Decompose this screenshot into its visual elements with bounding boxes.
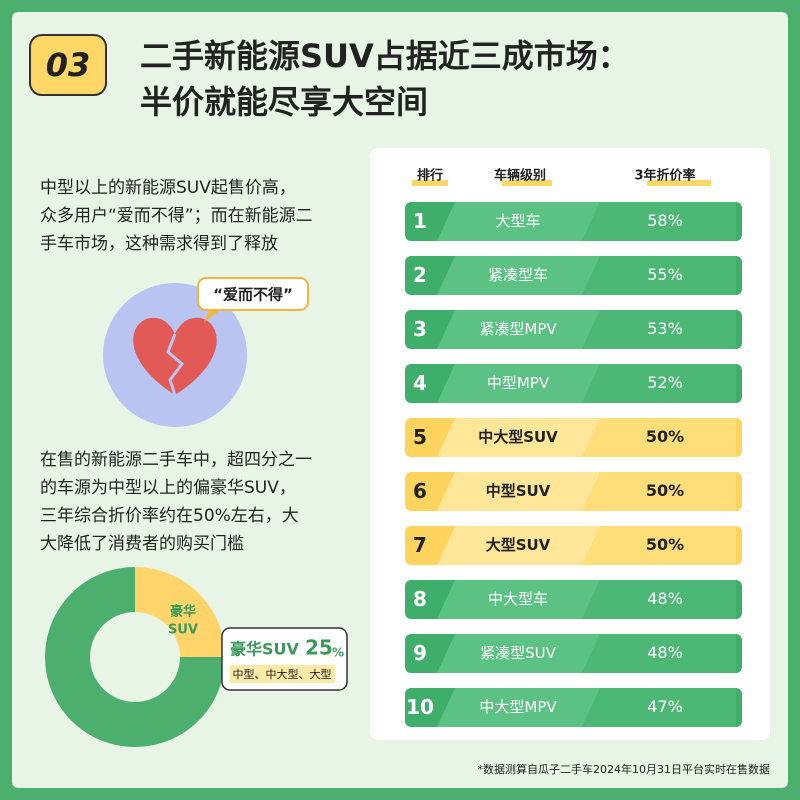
row-right [582, 526, 736, 565]
row-middle [437, 472, 600, 511]
row-right [582, 202, 736, 241]
donut-rest [45, 567, 225, 747]
row-name: 中型MPV [487, 374, 550, 392]
row-middle [437, 634, 600, 673]
table-row: 6 中型SUV 50% [405, 472, 742, 511]
table-row: 3 紧凑型MPV 53% [405, 310, 742, 349]
body-text: 三年综合折价率约在50%左右，大 [40, 506, 299, 526]
header-underline [502, 180, 552, 186]
row-name: 中型SUV [486, 482, 551, 500]
row-middle [437, 310, 600, 349]
row-rank: 10 [406, 695, 434, 719]
row-middle [437, 418, 600, 457]
row-rank: 6 [413, 479, 427, 503]
row-right [582, 256, 736, 295]
row-right [582, 364, 736, 403]
row-rate: 50% [646, 535, 684, 554]
row-rank: 3 [413, 317, 427, 341]
row-rank: 2 [413, 263, 427, 287]
bubble-box [197, 277, 309, 311]
row-middle [437, 202, 600, 241]
table-row: 4 中型MPV 52% [405, 364, 742, 403]
intro-text: 手车市场，这种需求得到了释放 [40, 234, 278, 254]
callout-label: 豪华SUV [230, 640, 300, 659]
title: 半价就能尽享大空间 [140, 83, 428, 121]
row-rank: 9 [413, 641, 427, 665]
intro-text: 众多用户“爱而不得”；而在新能源二 [40, 206, 313, 226]
row-middle [437, 688, 600, 727]
segment-label: SUV [168, 623, 198, 638]
title: 二手新能源SUV占据近三成市场： [140, 37, 630, 75]
row-name: 紧凑型MPV [479, 320, 557, 338]
row-middle [437, 580, 600, 619]
header-underline [647, 180, 711, 186]
row-right [582, 634, 736, 673]
row-name: 紧凑型SUV [480, 644, 557, 662]
table-row: 5 中大型SUV 50% [405, 418, 742, 457]
table-header: 排行 [417, 168, 443, 184]
bubble-text: “爱而不得” [213, 286, 293, 304]
row-right [582, 688, 736, 727]
row-right [582, 580, 736, 619]
bubble-tail [204, 309, 222, 322]
row-rank: 7 [413, 533, 427, 557]
row-name: 中大型MPV [479, 698, 557, 716]
note-box [230, 665, 335, 683]
row-right [582, 418, 736, 457]
body-text: 在售的新能源二手车中，超四分之一 [40, 450, 312, 470]
row-name: 紧凑型车 [488, 266, 548, 284]
intro-text: 中型以上的新能源SUV起售价高， [40, 178, 296, 198]
donut-segment [135, 567, 225, 657]
table-row: 10 中大型MPV 47% [405, 688, 742, 727]
row-rank: 1 [413, 209, 427, 233]
row-right [582, 472, 736, 511]
header-underline [412, 180, 448, 186]
callout-unit: % [332, 646, 344, 660]
row-rate: 52% [647, 373, 683, 392]
row-middle [437, 256, 600, 295]
badge-box [29, 34, 107, 96]
callout-note: 中型、中大型、大型 [233, 667, 332, 681]
table-row: 9 紧凑型SUV 48% [405, 634, 742, 673]
heart-crack [166, 333, 185, 396]
row-rate: 47% [647, 697, 683, 716]
table-row: 8 中大型车 48% [405, 580, 742, 619]
table-header: 3年折价率 [634, 168, 695, 184]
table-row: 1 大型车 58% [405, 202, 742, 241]
row-middle [437, 364, 600, 403]
footnote: *数据测算自瓜子二手车2024年10月31日平台实时在售数据 [478, 762, 771, 776]
row-rate: 50% [646, 481, 684, 500]
row-middle [437, 526, 600, 565]
row-rate: 48% [647, 643, 683, 662]
row-rank: 5 [413, 425, 427, 449]
row-name: 大型SUV [486, 536, 551, 554]
row-rank: 4 [413, 371, 427, 395]
row-right [582, 310, 736, 349]
row-rank: 8 [413, 587, 427, 611]
row-name: 中大型车 [488, 590, 548, 608]
badge: 03 [46, 46, 91, 84]
body-text: 的车源为中型以上的偏豪华SUV， [40, 477, 296, 498]
segment-label: 豪华 [170, 604, 196, 620]
table-header: 车辆级别 [494, 168, 546, 184]
table-row: 2 紧凑型车 55% [405, 256, 742, 295]
row-name: 中大型SUV [478, 428, 558, 446]
row-rate: 58% [647, 211, 683, 230]
table-row: 7 大型SUV 50% [405, 526, 742, 565]
row-rate: 53% [647, 319, 683, 338]
row-name: 大型车 [495, 212, 540, 230]
content: 中型以上的新能源SUV起售价高， 众多用户“爱而不得”；而在新能源二手车市场，这种… [40, 168, 742, 747]
row-rate: 55% [647, 265, 683, 284]
row-rate: 48% [647, 589, 683, 608]
body-text: 大降低了消费者的购买门槛 [40, 534, 244, 554]
callout-value: 25 [305, 636, 333, 660]
row-rate: 50% [646, 427, 684, 446]
